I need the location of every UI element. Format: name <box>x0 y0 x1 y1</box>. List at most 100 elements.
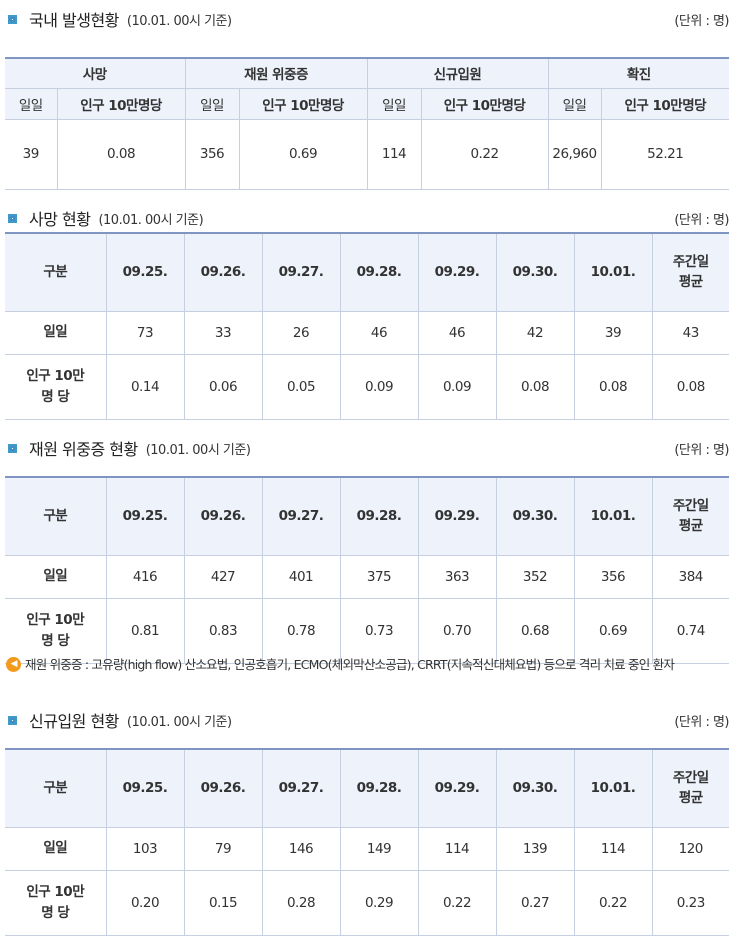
cell-value: 0.15 <box>183 869 263 936</box>
column-header: 주간일 평균 <box>651 748 729 828</box>
row-label: 일일 <box>5 554 107 599</box>
group-header: 재원 위중증 <box>184 57 368 89</box>
cell-value: 0.05 <box>261 353 341 420</box>
value-daily: 356 <box>184 118 240 190</box>
basis: (10.01. 00시 기준) <box>126 714 232 730</box>
column-header: 주간일 평균 <box>651 476 729 556</box>
sub-header-per-100k: 인구 10만명당 <box>600 87 729 120</box>
cell-value: 0.70 <box>417 597 497 664</box>
sub-header-daily: 일일 <box>5 87 58 120</box>
title: 재원 위중증 현황 <box>29 440 138 459</box>
section-title-domestic: 국내 발생현황 (10.01. 00시 기준) (단위 : 명) <box>6 8 729 30</box>
note: ◀ 재원 위중증 : 고유량(high flow) 산소요법, 인공호흡기, E… <box>6 656 731 673</box>
unit: (단위 : 명) <box>674 212 729 228</box>
cell-value: 352 <box>495 554 575 599</box>
cell-value: 0.08 <box>651 353 729 420</box>
basis: (10.01. 00시 기준) <box>126 13 232 29</box>
sub-header-per-100k: 인구 10만명당 <box>56 87 186 120</box>
cell-value: 149 <box>339 826 419 871</box>
weekly-table: 구분 09.25. 09.26. 09.27. 09.28. 09.29. 09.30. 10… <box>5 476 729 664</box>
cell-value: 114 <box>573 826 653 871</box>
cell-value: 120 <box>651 826 729 871</box>
cell-value: 0.69 <box>573 597 653 664</box>
domestic-table: 사망 재원 위중증 신규입원 확진 일일 인구 10만명당 일일 인구 10만명당 일일 인구 … <box>5 57 729 190</box>
square-bullet-icon <box>8 14 17 24</box>
value-daily: 26,960 <box>547 118 602 190</box>
cell-value: 33 <box>183 310 263 355</box>
cell-value: 46 <box>339 310 419 355</box>
column-header: 09.27. <box>261 476 341 556</box>
cell-value: 0.68 <box>495 597 575 664</box>
column-header: 09.27. <box>261 232 341 312</box>
sub-header-per-100k: 인구 10만명당 <box>238 87 368 120</box>
section-title: 재원 위중증 현황 (10.01. 00시 기준) (단위 : 명) <box>6 437 729 459</box>
column-header: 주간일 평균 <box>651 232 729 312</box>
weekly-table: 구분 09.25. 09.26. 09.27. 09.28. 09.29. 09.30. 10… <box>5 748 729 936</box>
row-label: 인구 10만 명 당 <box>5 597 107 664</box>
cell-value: 0.09 <box>417 353 497 420</box>
cell-value: 0.28 <box>261 869 341 936</box>
cell-value: 26 <box>261 310 341 355</box>
basis: (10.01. 00시 기준) <box>98 212 204 228</box>
header-row: 구분 09.25. 09.26. 09.27. 09.28. 09.29. 09.30. 10… <box>5 232 729 312</box>
cell-value: 363 <box>417 554 497 599</box>
table-row: 일일 103 79 146 149 114 139 114 120 <box>5 826 729 871</box>
title: 국내 발생현황 <box>29 11 119 30</box>
speaker-icon: ◀ <box>6 657 21 672</box>
square-bullet-icon <box>8 213 17 223</box>
table-row: 일일 416 427 401 375 363 352 356 384 <box>5 554 729 599</box>
cell-value: 0.09 <box>339 353 419 420</box>
title: 사망 현황 <box>29 210 91 229</box>
cell-value: 0.22 <box>573 869 653 936</box>
column-header: 09.30. <box>495 476 575 556</box>
column-header: 10.01. <box>573 476 653 556</box>
column-header: 09.25. <box>105 748 185 828</box>
column-header: 09.26. <box>183 232 263 312</box>
column-header: 구분 <box>5 748 107 828</box>
value-per-100k: 0.22 <box>420 118 549 190</box>
cell-value: 0.83 <box>183 597 263 664</box>
cell-value: 0.78 <box>261 597 341 664</box>
cell-value: 0.29 <box>339 869 419 936</box>
table-row: 일일 73 33 26 46 46 42 39 43 <box>5 310 729 355</box>
column-header: 09.28. <box>339 476 419 556</box>
column-header: 09.26. <box>183 748 263 828</box>
column-header: 09.30. <box>495 232 575 312</box>
title: 신규입원 현황 <box>29 712 119 731</box>
cell-value: 43 <box>651 310 729 355</box>
note-text: 재원 위중증 : 고유량(high flow) 산소요법, 인공호흡기, ECM… <box>25 657 675 672</box>
column-header: 09.25. <box>105 232 185 312</box>
column-header: 09.28. <box>339 748 419 828</box>
cell-value: 0.74 <box>651 597 729 664</box>
row-label: 일일 <box>5 310 107 355</box>
value-daily: 39 <box>5 118 58 190</box>
column-header: 구분 <box>5 476 107 556</box>
table-row: 인구 10만 명 당 0.81 0.83 0.78 0.73 0.70 0.68 0.69 0.… <box>5 597 729 664</box>
cell-value: 139 <box>495 826 575 871</box>
cell-value: 375 <box>339 554 419 599</box>
cell-value: 0.20 <box>105 869 185 936</box>
cell-value: 416 <box>105 554 185 599</box>
unit: (단위 : 명) <box>674 442 729 458</box>
column-header: 구분 <box>5 232 107 312</box>
square-bullet-icon <box>8 443 17 453</box>
cell-value: 0.14 <box>105 353 185 420</box>
cell-value: 146 <box>261 826 341 871</box>
unit: (단위 : 명) <box>674 714 729 730</box>
group-header: 확진 <box>547 57 729 89</box>
cell-value: 0.08 <box>573 353 653 420</box>
sub-header-daily: 일일 <box>366 87 422 120</box>
cell-value: 0.81 <box>105 597 185 664</box>
unit: (단위 : 명) <box>674 13 729 29</box>
sub-header-daily: 일일 <box>547 87 602 120</box>
cell-value: 427 <box>183 554 263 599</box>
cell-value: 401 <box>261 554 341 599</box>
value-per-100k: 52.21 <box>600 118 729 190</box>
cell-value: 73 <box>105 310 185 355</box>
group-header: 사망 <box>5 57 186 89</box>
cell-value: 114 <box>417 826 497 871</box>
weekly-table: 구분 09.25. 09.26. 09.27. 09.28. 09.29. 09.30. 10… <box>5 232 729 420</box>
column-header: 09.29. <box>417 232 497 312</box>
row-label: 인구 10만 명 당 <box>5 353 107 420</box>
sub-header-daily: 일일 <box>184 87 240 120</box>
